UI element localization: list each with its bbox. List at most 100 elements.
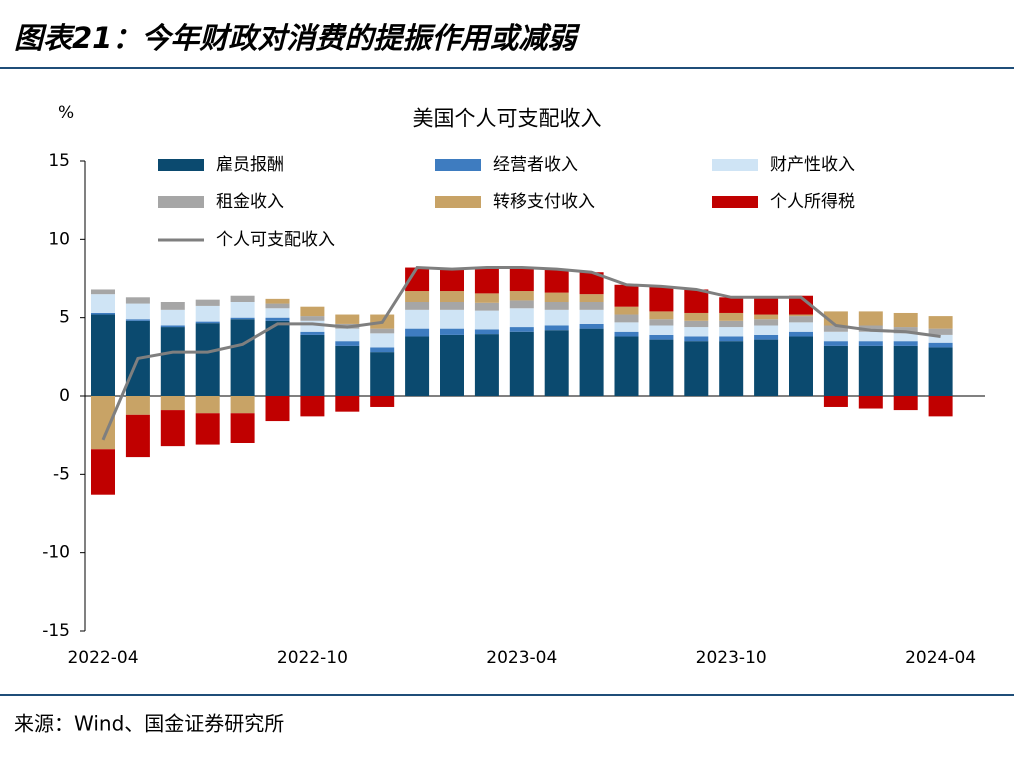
bar-segment [230, 396, 255, 414]
bar-segment [544, 330, 569, 396]
bar-segment [300, 334, 325, 396]
bar-segment [160, 302, 185, 310]
bar-segment [789, 314, 813, 317]
source: 来源：Wind、国金证券研究所 [14, 712, 284, 736]
line [101, 265, 941, 441]
bar-segment [928, 396, 953, 417]
bar-segment [649, 339, 674, 396]
bar-segment [509, 291, 534, 301]
bar-segment [265, 317, 290, 321]
bar-segment [928, 334, 953, 343]
bar-segment [474, 293, 499, 303]
bar-segment [858, 396, 883, 409]
bar-segment [544, 325, 569, 331]
x-tick-label: 2024-04 [905, 648, 976, 668]
y-unit: % [58, 103, 74, 123]
legend-swatch [158, 196, 204, 208]
bar-segment [579, 309, 604, 324]
bar-segment [335, 328, 360, 342]
bar-segment [160, 325, 185, 328]
bar-segment [91, 289, 115, 295]
bar-segment [719, 320, 744, 328]
bar-segment [893, 341, 918, 346]
bar-segment [370, 333, 395, 348]
legend-swatch [158, 159, 204, 171]
bar-segment [440, 291, 464, 302]
bar-segment [91, 294, 115, 313]
bar-segment [300, 396, 325, 417]
y-tick-label: 15 [48, 151, 70, 171]
bar-segment [405, 291, 430, 302]
bar-segment [405, 309, 430, 329]
bar-segment [719, 336, 744, 342]
y-tick-label: -5 [53, 464, 70, 484]
bar-segment [893, 345, 918, 396]
bar-segment [230, 319, 255, 396]
bar-segment [719, 341, 744, 396]
bar-segment [370, 352, 395, 396]
bar-segment [160, 410, 185, 447]
bar-segment [719, 297, 744, 313]
bar-segment [649, 325, 674, 335]
x-tick-label: 2023-10 [696, 648, 767, 668]
bar-segment [509, 300, 534, 309]
bar-segment [614, 314, 639, 323]
bar-segment [754, 334, 779, 340]
bar-segment [684, 341, 709, 396]
bar-segment [300, 320, 325, 332]
chart-title: 美国个人可支配收入 [413, 107, 602, 131]
bar-segment [370, 347, 395, 353]
legend-label: 经营者收入 [493, 155, 578, 175]
bar-segment [370, 396, 395, 407]
bar-segment [858, 341, 883, 346]
bar-segment [649, 286, 674, 312]
bar-segment [614, 306, 639, 315]
bar-segment [300, 331, 325, 335]
bar-segment [474, 310, 499, 330]
bar-segment [823, 341, 848, 346]
bar-segment [405, 302, 430, 310]
bar-segment [474, 334, 499, 396]
bar-segment [893, 396, 918, 411]
bar-segment [544, 302, 569, 310]
bar-segment [474, 302, 499, 311]
bar-segment [789, 322, 813, 332]
legend-label: 个人所得税 [770, 192, 855, 212]
bar-segment [440, 334, 464, 396]
bar-segment [160, 327, 185, 396]
bar-segment [265, 320, 290, 396]
bar-segment [614, 284, 639, 307]
bar-segment [893, 333, 918, 342]
bar-segment [789, 336, 813, 396]
bar-segment [195, 299, 220, 306]
bar-segment [823, 331, 848, 342]
legend-label: 个人可支配收入 [216, 230, 335, 250]
y-tick-label: -10 [42, 543, 70, 563]
bar-segment [544, 269, 569, 293]
bar-segment [649, 319, 674, 326]
bar-segment [335, 341, 360, 346]
bar-segment [789, 316, 813, 323]
bar-segment [684, 336, 709, 342]
bar-segment [125, 396, 150, 415]
legend-label: 雇员报酬 [216, 155, 284, 175]
bar-segment [91, 314, 115, 396]
bar-segment [335, 345, 360, 396]
bar-segment [195, 305, 220, 322]
bar-segment [230, 302, 255, 318]
bar-segment [928, 328, 953, 335]
y-tick-label: 10 [48, 229, 70, 249]
bar-segment [614, 322, 639, 332]
bar-segment [649, 311, 674, 320]
bar-segment [125, 319, 150, 321]
bar-segment [91, 449, 115, 495]
header-title: 图表21：今年财政对消费的提振作用或减弱 [14, 21, 580, 55]
bar-segment [230, 295, 255, 302]
bar-segment [893, 312, 918, 328]
bar-segment [195, 413, 220, 445]
bar-segment [440, 302, 464, 310]
bar-segment [195, 396, 220, 414]
bar-segment [684, 327, 709, 337]
y-tick-label: 5 [59, 308, 70, 328]
